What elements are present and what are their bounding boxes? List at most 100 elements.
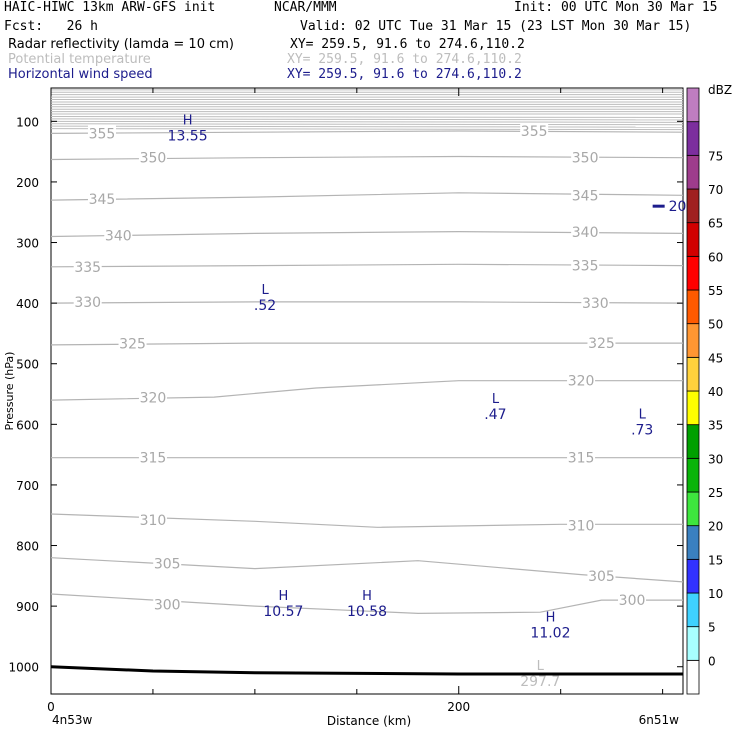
theta-label-bg — [587, 335, 616, 351]
colorbar-level-label: 0 — [708, 654, 716, 668]
x-tick-label: 0 — [47, 700, 55, 714]
colorbar-level-label: 10 — [708, 587, 723, 601]
theta-label-bg — [581, 295, 610, 311]
colorbar-level-label: 60 — [708, 250, 723, 264]
theta-label-bg — [138, 449, 167, 465]
theta-label-bg — [138, 512, 167, 528]
colorbar-level-label: 25 — [708, 486, 723, 500]
theta-label-bg — [153, 596, 182, 612]
colorbar-swatch — [686, 457, 700, 493]
x-axis-label: Distance (km) — [327, 714, 411, 728]
wind-extreme-value: .73 — [631, 422, 653, 438]
x-axis: 0 200 — [47, 88, 664, 714]
wind-extreme-marker: H — [362, 589, 372, 604]
upper-contour-line — [50, 125, 684, 128]
y-tick-label: 1000 — [8, 661, 39, 675]
theta-label-bg — [138, 149, 167, 165]
colorbar-level-label: 70 — [708, 183, 723, 197]
theta-contour-label: 320 — [568, 374, 595, 390]
theta-label-bg — [618, 592, 647, 608]
theta-label-bg — [520, 123, 549, 139]
surface-line — [50, 665, 683, 676]
x-end-label: 6n51w — [639, 713, 680, 727]
colorbar-swatch — [686, 154, 700, 190]
field-theta: Potential temperature — [8, 52, 151, 67]
theta-contour-label: 310 — [140, 513, 167, 529]
colorbar-swatch — [686, 626, 700, 661]
theta-contour-label: 345 — [89, 192, 116, 208]
theta-contour-label: 315 — [140, 451, 167, 467]
colorbar-swatch — [686, 390, 700, 426]
y-tick-label: 100 — [16, 115, 39, 129]
theta-contour-line — [50, 342, 683, 346]
y-tick-label: 600 — [16, 418, 39, 432]
colorbar-level-label: 35 — [708, 419, 723, 433]
wind-extreme-marker: H — [183, 113, 193, 128]
theta-contour-line — [50, 513, 683, 528]
wind-extreme-value: .52 — [254, 298, 276, 314]
colorbar: 0 5 10 15 20 25 30 35 40 45 50 55 60 65 70 75 — [686, 87, 723, 695]
colorbar-swatch — [686, 659, 700, 695]
colorbar-swatch — [686, 323, 700, 358]
theta-contour-label: 305 — [588, 569, 615, 585]
colorbar-swatch — [686, 356, 700, 392]
colorbar-level-label: 55 — [708, 284, 723, 298]
field-theta-xy: XY= 259.5, 91.6 to 274.6,110.2 — [287, 52, 522, 67]
theta-contour-label: 335 — [74, 260, 101, 276]
colorbar-level-label: 45 — [708, 351, 723, 365]
theta-contour-label: 340 — [572, 225, 599, 241]
theta-contour-label: 350 — [572, 151, 599, 167]
theta-extreme-marker: L — [537, 659, 545, 674]
upper-contour-line — [50, 128, 684, 131]
theta-contour-label: 345 — [572, 188, 599, 204]
colorbar-level-label: 65 — [708, 217, 723, 231]
theta-contour-line — [50, 192, 684, 201]
wind-extreme-marker: H — [546, 610, 556, 625]
colorbar-level-label: 50 — [708, 318, 723, 332]
theta-label-bg — [104, 227, 133, 243]
y-axis-label: Pressure (hPa) — [3, 352, 16, 431]
theta-contour-label: 335 — [572, 259, 599, 275]
title-mid: NCAR/MMM — [274, 0, 337, 15]
theta-contour-label: 300 — [619, 593, 646, 609]
colorbar-swatch — [686, 121, 700, 156]
theta-contour-line — [50, 593, 683, 615]
colorbar-swatch — [686, 558, 700, 594]
field-wind-xy: XY= 259.5, 91.6 to 274.6,110.2 — [287, 67, 522, 82]
colorbar-swatch — [686, 491, 700, 527]
colorbar-swatch — [686, 424, 700, 459]
theta-contour-line — [50, 230, 684, 238]
wind-extreme-value: 11.02 — [530, 625, 570, 641]
y-tick-label: 400 — [16, 297, 39, 311]
wind-extreme-marker: H — [279, 589, 289, 604]
colorbar-level-label: 5 — [708, 621, 716, 635]
colorbar-swatch — [686, 255, 700, 291]
colorbar-unit: dBZ — [708, 83, 732, 97]
theta-contour-label: 330 — [74, 295, 101, 311]
plot-frame — [50, 87, 684, 695]
theta-contour-label: 325 — [119, 337, 146, 353]
colorbar-swatch — [686, 592, 700, 628]
colorbar-swatch — [686, 188, 700, 224]
theta-label-bg — [138, 389, 167, 405]
wind-extreme-value: 10.57 — [263, 604, 303, 620]
x-tick-label: 200 — [447, 700, 470, 714]
y-tick-label: 800 — [16, 540, 39, 554]
theta-contour-line — [50, 301, 684, 304]
theta-contour-label: 340 — [105, 228, 132, 244]
wind-extreme-marker: L — [639, 407, 647, 422]
theta-label-bg — [567, 517, 596, 533]
theta-label-bg — [87, 190, 116, 206]
upper-contour-line — [50, 123, 684, 126]
colorbar-level-label: 75 — [708, 149, 723, 163]
wind-extreme-value: .47 — [484, 407, 506, 423]
upper-contour-line — [50, 120, 684, 123]
field-reflectivity-xy: XY= 259.5, 91.6 to 274.6,110.2 — [290, 37, 525, 52]
colorbar-swatch — [686, 525, 700, 560]
theta-label-bg — [587, 567, 616, 583]
theta-label-bg — [118, 335, 147, 351]
theta-label-bg — [73, 258, 102, 274]
field-wind: Horizontal wind speed — [8, 67, 153, 82]
